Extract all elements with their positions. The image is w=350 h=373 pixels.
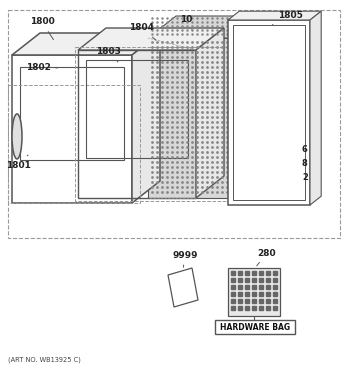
Bar [8,85,140,203]
Bar [148,38,238,198]
Text: 1801: 1801 [6,155,30,169]
Polygon shape [168,268,198,307]
Ellipse shape [12,114,22,159]
Text: 2: 2 [302,172,308,182]
Bar [228,268,280,316]
Text: (ART NO. WB13925 C): (ART NO. WB13925 C) [8,357,81,363]
Polygon shape [196,28,224,198]
Text: 8: 8 [302,159,308,167]
Polygon shape [310,11,321,205]
Bar [233,25,305,200]
Bar [75,47,228,201]
Bar [8,10,340,238]
Text: 1800: 1800 [30,18,54,40]
Text: 1805: 1805 [273,12,302,25]
Polygon shape [238,16,266,198]
Text: 1803: 1803 [96,47,120,62]
Bar [20,67,124,160]
Bar [12,55,132,203]
Polygon shape [148,16,266,38]
Text: 9999: 9999 [172,251,198,267]
Text: 1804: 1804 [130,23,156,40]
Polygon shape [228,11,321,20]
Polygon shape [78,28,224,50]
Text: 1802: 1802 [26,63,57,72]
Text: 10: 10 [180,16,192,30]
Bar [215,320,295,334]
Bar [78,50,196,198]
Bar [86,60,188,158]
Polygon shape [132,33,160,203]
Text: 6: 6 [302,144,308,154]
Text: 280: 280 [257,248,276,266]
Text: HARDWARE BAG: HARDWARE BAG [220,323,290,332]
Bar [228,20,310,205]
Polygon shape [12,33,160,55]
